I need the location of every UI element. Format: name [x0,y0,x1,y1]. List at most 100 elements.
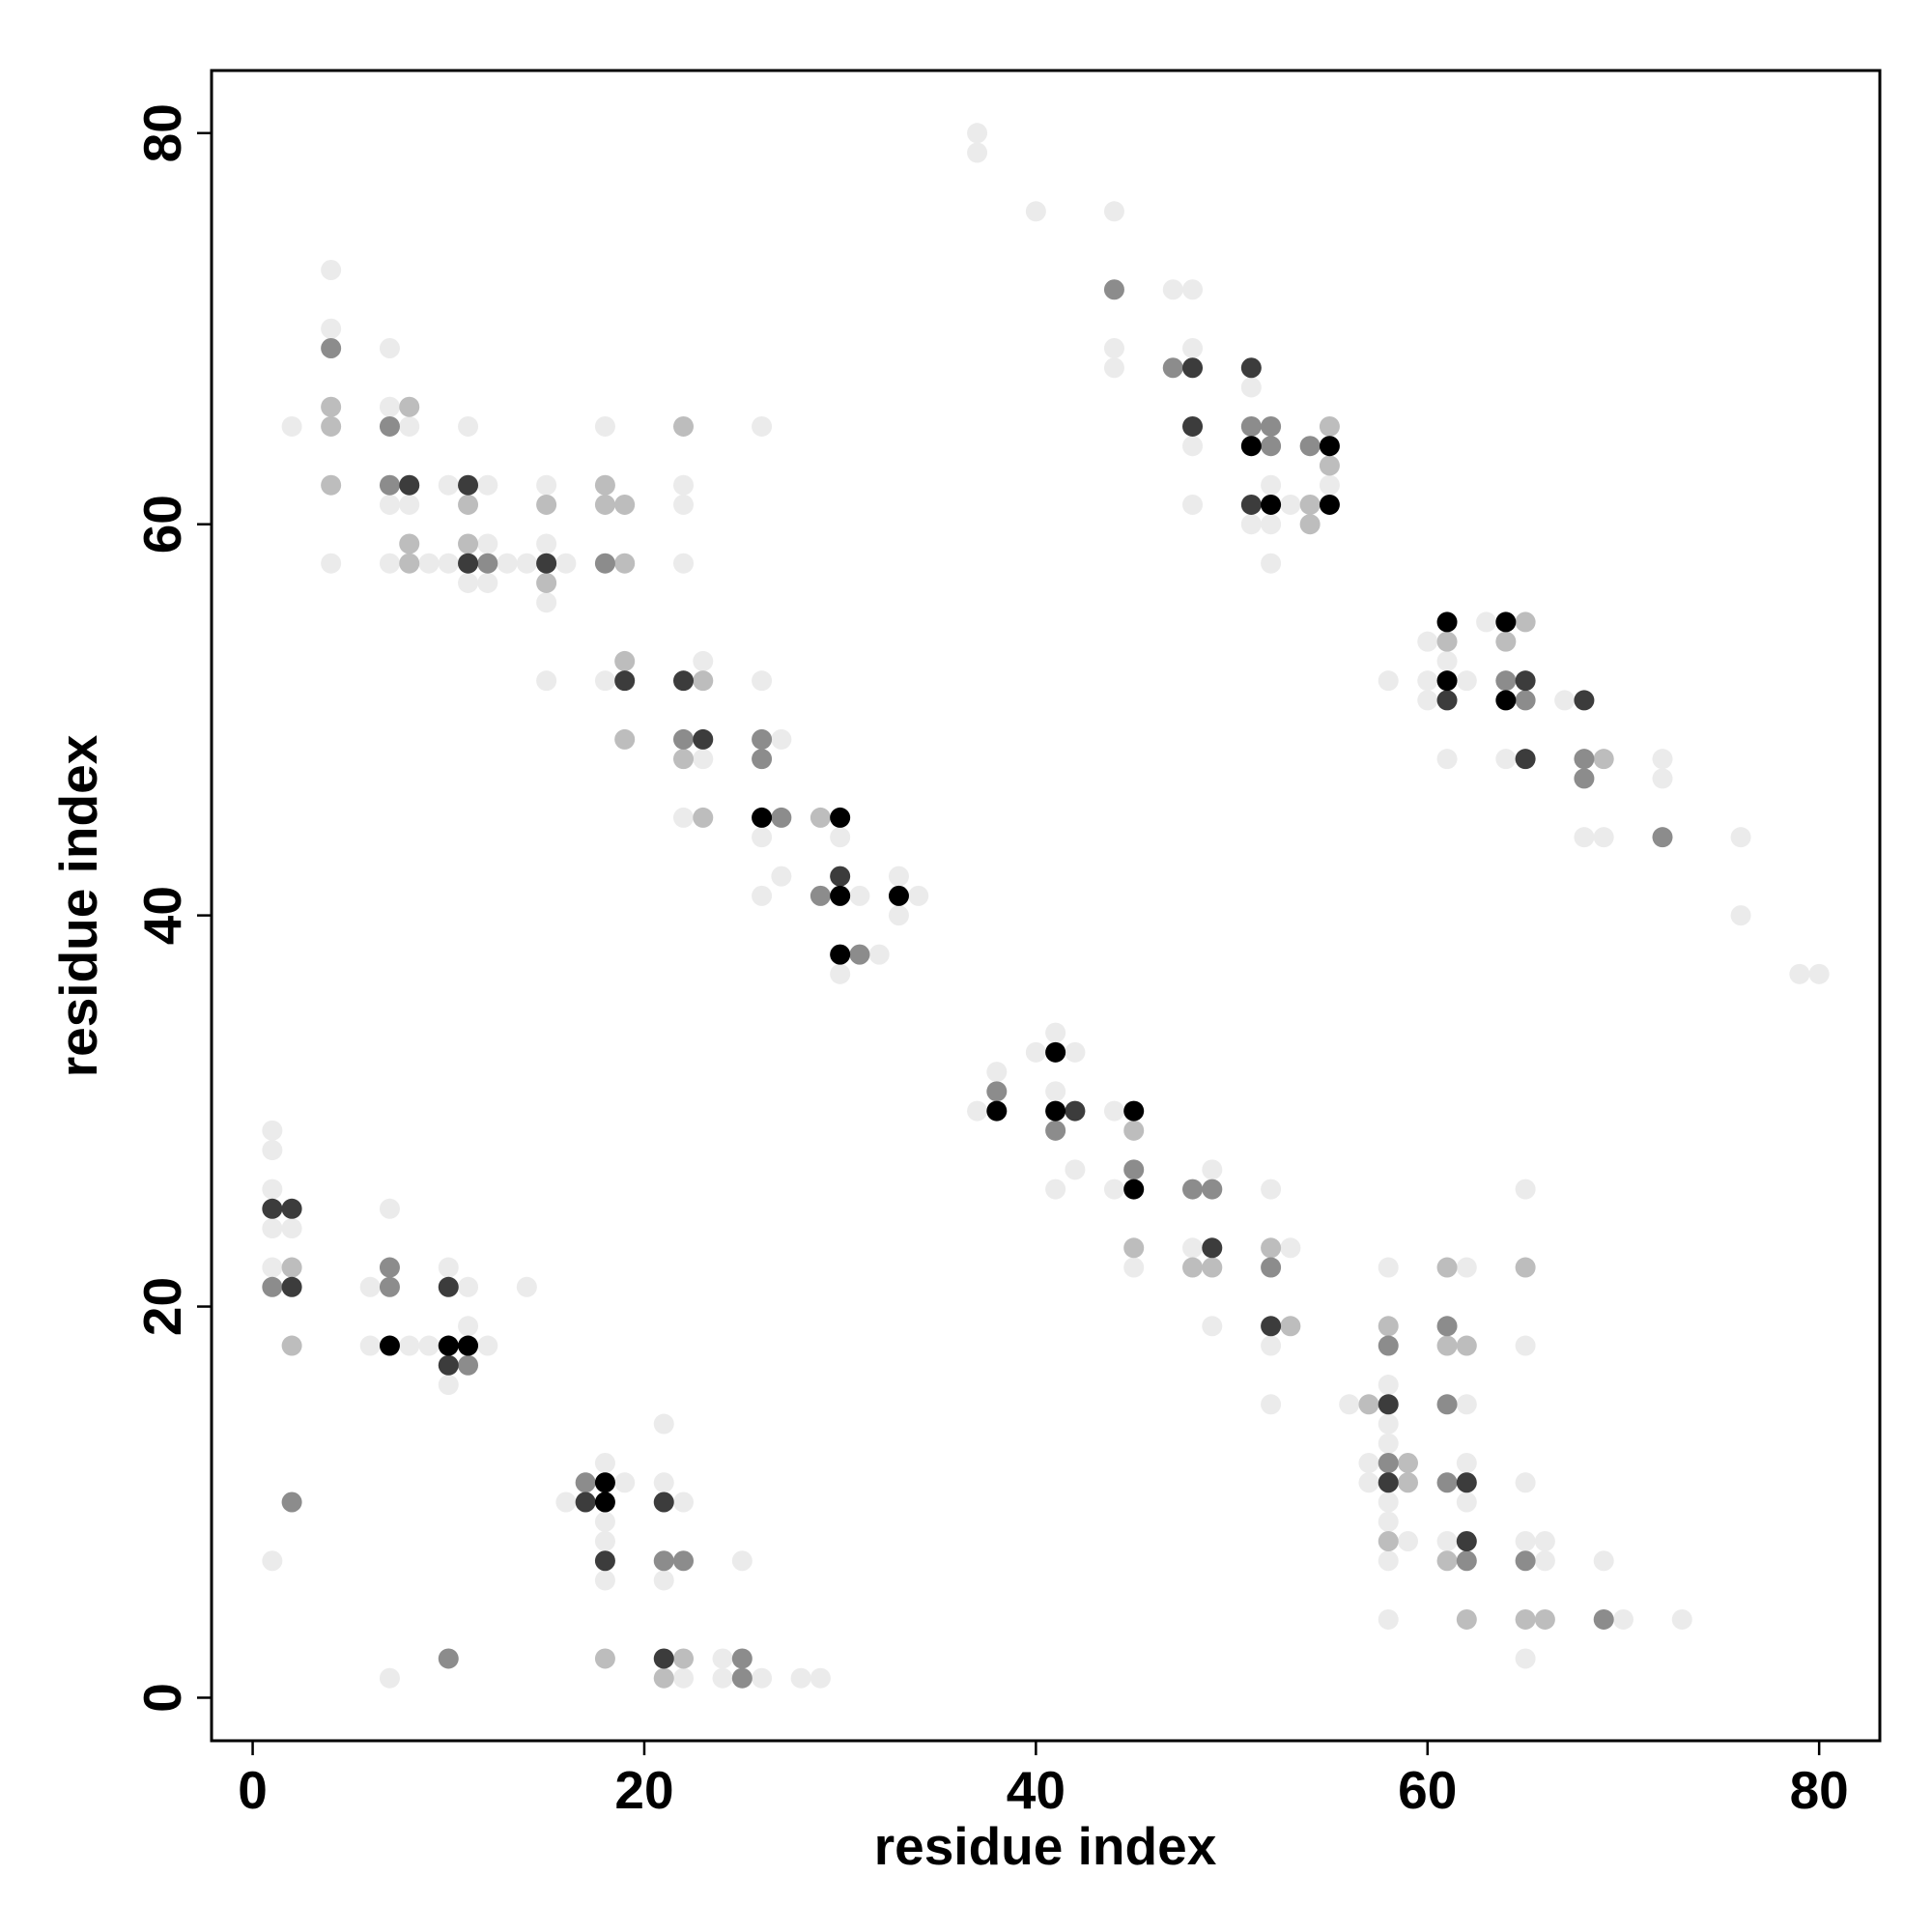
contact-point [594,415,615,437]
contact-point [1436,1530,1458,1551]
contact-point [1280,494,1301,515]
contact-point [262,1257,283,1278]
contact-point [868,944,890,965]
contact-point [1240,415,1262,437]
contact-point [1534,1550,1555,1572]
contact-point [1202,1237,1223,1259]
contact-point [1436,749,1458,770]
x-axis-title: residue index [874,1816,1217,1876]
contact-point [1574,827,1595,848]
contact-point [262,1140,283,1161]
contact-point [1730,905,1751,926]
contact-point [594,1511,615,1532]
contact-point [379,337,400,358]
contact-point [1378,1550,1399,1572]
contact-point [1280,1316,1301,1337]
contact-point [1182,1237,1204,1259]
x-tick-label: 60 [1398,1760,1457,1820]
contact-point [1397,1453,1418,1474]
contact-point [653,1492,674,1513]
contact-point [359,1276,381,1297]
y-tick-label: 80 [132,103,192,162]
contact-point [399,494,420,515]
contact-point [1182,337,1204,358]
contact-point [1554,690,1576,711]
contact-point [1240,377,1262,398]
contact-point [1436,1472,1458,1493]
contact-point [1261,436,1282,457]
contact-point [379,1335,400,1356]
contact-point [1436,670,1458,692]
contact-point [673,1648,695,1669]
contact-point [1162,279,1183,300]
contact-point [1261,494,1282,515]
contact-point [536,533,557,554]
contact-point [516,1276,537,1297]
contact-point [1261,514,1282,535]
contact-point [458,494,479,515]
contact-point [594,1550,615,1572]
contact-point [1456,1608,1477,1630]
x-tick-label: 20 [614,1760,673,1820]
contact-point [1182,1179,1204,1200]
contact-point [1123,1237,1145,1259]
contact-point [321,415,342,437]
contact-point [1515,1472,1536,1493]
contact-point [1495,749,1517,770]
contact-point [1280,1237,1301,1259]
contact-point [1261,415,1282,437]
contact-point [1358,1394,1379,1415]
contact-point [1515,1608,1536,1630]
contact-point [810,885,831,906]
contact-point [1045,1081,1066,1102]
contact-point [771,728,792,750]
contact-point [1240,357,1262,379]
contact-point [967,142,988,163]
y-tick-label: 20 [132,1277,192,1336]
contact-point [1240,494,1262,515]
contact-point [477,533,498,554]
contact-point [594,494,615,515]
contact-point [536,572,557,593]
contact-point [438,1257,459,1278]
contact-point [1378,1257,1399,1278]
contact-point [438,1375,459,1396]
contact-point [1065,1100,1086,1122]
contact-point [1456,1530,1477,1551]
contact-point [399,533,420,554]
contact-point [379,1198,400,1219]
contact-point [1378,1608,1399,1630]
contact-point [1515,1530,1536,1551]
contact-point [458,474,479,496]
x-tick-label: 0 [238,1760,268,1820]
contact-point [1240,514,1262,535]
contact-point [673,1492,695,1513]
contact-point [1261,1394,1282,1415]
contact-point [1045,1041,1066,1063]
contact-point [1476,611,1497,633]
contact-point [1123,1159,1145,1180]
contact-point [458,415,479,437]
contact-point [1574,768,1595,789]
contact-point [379,396,400,417]
contact-point [1397,1530,1418,1551]
contact-point [693,728,714,750]
contact-point [321,337,342,358]
contact-point [1182,1257,1204,1278]
contact-point [986,1100,1008,1122]
contact-point [458,1335,479,1356]
contact-point [752,749,773,770]
contact-point [458,1316,479,1337]
contact-point [830,866,851,887]
contact-point [536,553,557,574]
contact-point [693,749,714,770]
contact-point [653,1472,674,1493]
contact-point [1319,474,1340,496]
contact-point [810,1667,831,1689]
contact-point [1182,357,1204,379]
contact-point [1378,1433,1399,1454]
contact-point [321,396,342,417]
contact-point [379,1667,400,1689]
contact-point [653,1570,674,1591]
contact-point [594,1530,615,1551]
